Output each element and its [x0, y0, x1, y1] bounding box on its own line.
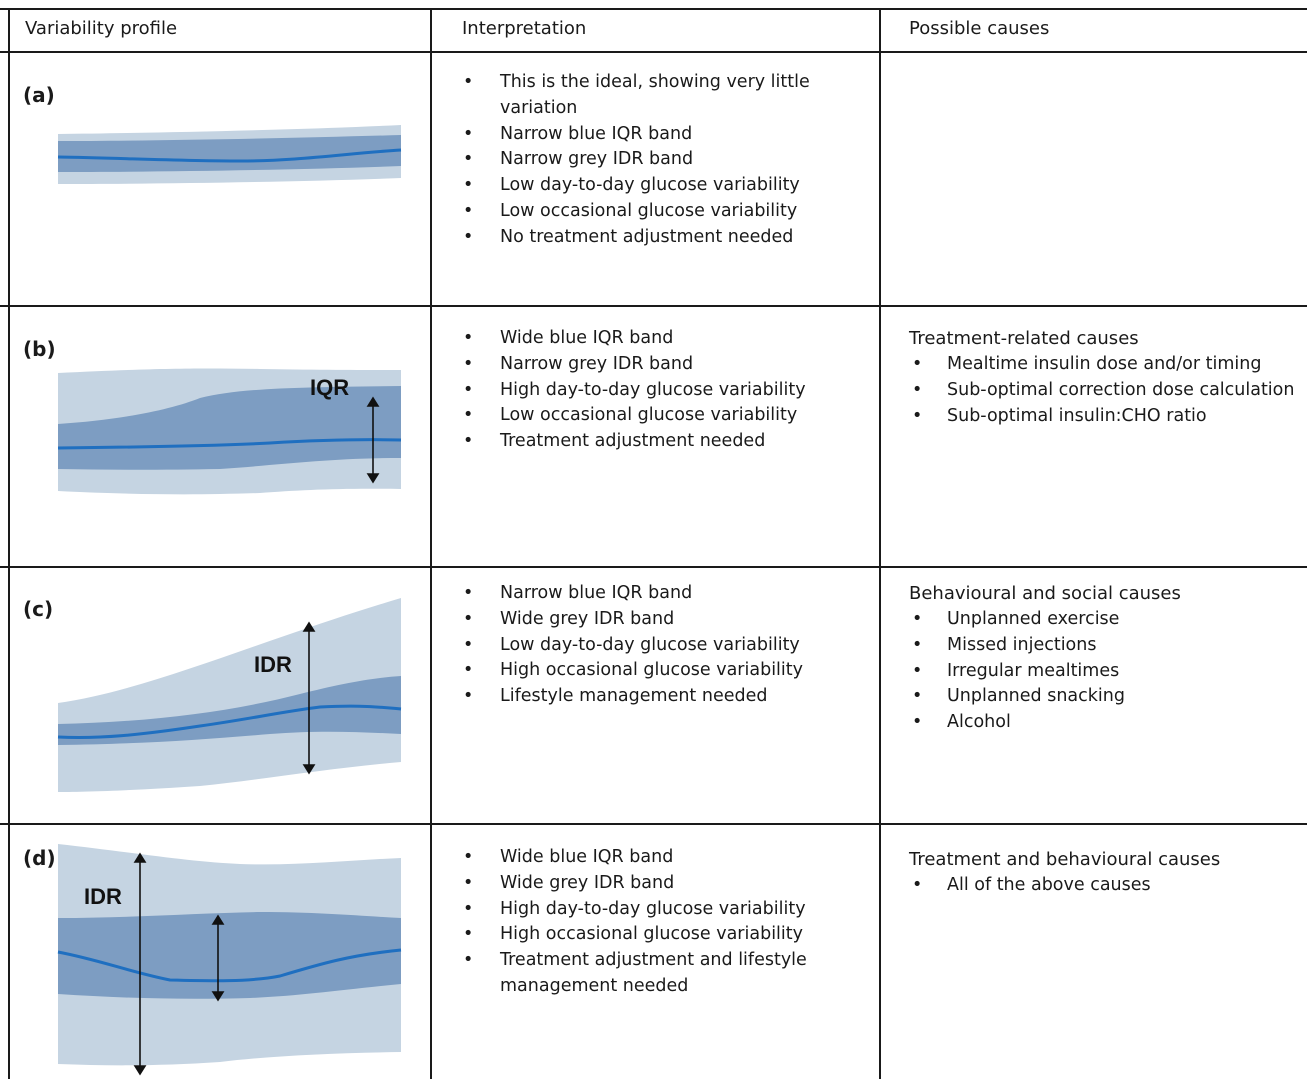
header-interpretation: Interpretation — [462, 18, 587, 39]
list-item: Narrow grey IDR band — [460, 352, 870, 378]
list-item: Wide blue IQR band — [460, 845, 870, 871]
list-item: Unplanned snacking — [909, 684, 1307, 710]
list-item: Treatment adjustment needed — [460, 429, 870, 455]
list-item: Wide blue IQR band — [460, 326, 870, 352]
median-line-d — [57, 948, 402, 983]
list-item: High occasional glucose variability — [460, 658, 870, 684]
interpretation-list-b: Wide blue IQR band Narrow grey IDR band … — [460, 326, 870, 455]
list-item: Low day-to-day glucose variability — [460, 633, 870, 659]
list-item: Narrow blue IQR band — [460, 581, 870, 607]
list-item: Alcohol — [909, 710, 1307, 736]
median-line-b — [57, 438, 402, 450]
interpretation-c: Narrow blue IQR band Wide grey IDR band … — [460, 581, 870, 710]
list-item: Wide grey IDR band — [460, 871, 870, 897]
list-item: Missed injections — [909, 633, 1307, 659]
causes-b: Treatment-related causes Mealtime insuli… — [909, 326, 1307, 429]
iqr-label-b: IQR — [310, 375, 349, 400]
list-item: Low occasional glucose variability — [460, 403, 870, 429]
causes-d: Treatment and behavioural causes All of … — [909, 847, 1307, 899]
profile-d-chart: IDR — [57, 844, 402, 1076]
row-d-label: (d) — [23, 846, 56, 870]
idr-label-c: IDR — [254, 652, 292, 677]
list-item: All of the above causes — [909, 873, 1307, 899]
list-item: High occasional glucose variability — [460, 922, 870, 948]
interpretation-list-c: Narrow blue IQR band Wide grey IDR band … — [460, 581, 870, 710]
causes-list-b: Mealtime insulin dose and/or timing Sub-… — [909, 352, 1307, 429]
interpretation-list-d: Wide blue IQR band Wide grey IDR band Hi… — [460, 845, 870, 1000]
causes-title-b: Treatment-related causes — [909, 328, 1139, 349]
median-line-a — [57, 148, 402, 163]
profile-c-chart: IDR — [57, 598, 402, 792]
list-item: Irregular mealtimes — [909, 659, 1307, 685]
causes-list-d: All of the above causes — [909, 873, 1307, 899]
interpretation-list-a: This is the ideal, showing very little v… — [460, 70, 870, 251]
interpretation-d: Wide blue IQR band Wide grey IDR band Hi… — [460, 845, 870, 1000]
interpretation-b: Wide blue IQR band Narrow grey IDR band … — [460, 326, 870, 455]
list-item: High day-to-day glucose variability — [460, 897, 870, 923]
profile-a-chart — [57, 125, 402, 184]
interpretation-a: This is the ideal, showing very little v… — [460, 70, 870, 251]
list-item: Sub-optimal insulin:CHO ratio — [909, 404, 1307, 430]
causes-title-d: Treatment and behavioural causes — [909, 849, 1221, 870]
list-item: Mealtime insulin dose and/or timing — [909, 352, 1307, 378]
header-variability-profile: Variability profile — [25, 18, 178, 39]
idr-label-d: IDR — [84, 884, 122, 909]
row-c-label: (c) — [23, 597, 54, 621]
list-item: Lifestyle management needed — [460, 684, 870, 710]
header-possible-causes: Possible causes — [909, 18, 1050, 39]
list-item: Treatment adjustment and lifestyle manag… — [460, 948, 820, 1000]
causes-c: Behavioural and social causes Unplanned … — [909, 581, 1307, 736]
list-item: Low day-to-day glucose variability — [460, 173, 870, 199]
list-item: Unplanned exercise — [909, 607, 1307, 633]
median-line-c — [57, 704, 402, 740]
iqr-band-c — [58, 676, 401, 745]
causes-list-c: Unplanned exercise Missed injections Irr… — [909, 607, 1307, 736]
list-item: Narrow grey IDR band — [460, 147, 870, 173]
causes-title-c: Behavioural and social causes — [909, 583, 1181, 604]
list-item: Wide grey IDR band — [460, 607, 870, 633]
idr-band-c — [58, 598, 401, 792]
iqr-band-a — [58, 135, 401, 172]
list-item: Low occasional glucose variability — [460, 199, 870, 225]
row-b-label: (b) — [23, 337, 56, 361]
list-item: Narrow blue IQR band — [460, 122, 870, 148]
list-item: No treatment adjustment needed — [460, 225, 870, 251]
list-item: This is the ideal, showing very little v… — [460, 70, 830, 122]
profile-b-chart: IQR — [57, 368, 402, 495]
iqr-band-b — [58, 386, 401, 470]
list-item: High day-to-day glucose variability — [460, 378, 870, 404]
row-a-label: (a) — [23, 83, 55, 107]
list-item: Sub-optimal correction dose calculation — [909, 378, 1307, 404]
iqr-band-d — [58, 912, 401, 999]
